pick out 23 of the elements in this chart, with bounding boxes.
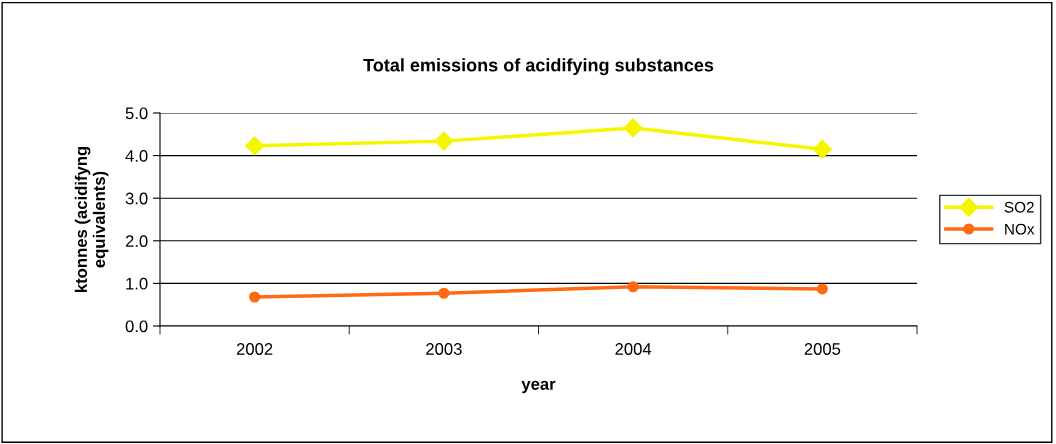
- y-tick-label: 1.0: [126, 277, 148, 290]
- y-tick-label: 2.0: [125, 235, 148, 247]
- point: [812, 139, 832, 159]
- chart-title: Total emissions of acidifying substances: [363, 58, 714, 76]
- legend-label: SO2: [1004, 201, 1034, 213]
- y-tick-label: 4.0: [125, 150, 148, 162]
- y-tick-label: 3.0: [125, 192, 148, 205]
- x-axis-title: year: [521, 380, 556, 394]
- x-tick-label: 2004: [615, 343, 652, 355]
- y-tick-label: 0.0: [125, 320, 148, 333]
- point: [249, 291, 261, 303]
- x-tick-label: 2002: [236, 343, 273, 355]
- point: [816, 283, 828, 295]
- legend-label: NOx: [1005, 223, 1035, 235]
- x-tick-label: 2003: [426, 343, 462, 355]
- point: [438, 287, 450, 299]
- point: [434, 131, 454, 151]
- point: [245, 136, 265, 156]
- y-axis-title: ktonnes (acidifyng equivalents): [74, 146, 109, 292]
- point: [627, 281, 639, 293]
- point: [623, 118, 643, 138]
- y-tick-label: 5.0: [125, 107, 148, 120]
- x-tick-label: 2005: [804, 343, 841, 355]
